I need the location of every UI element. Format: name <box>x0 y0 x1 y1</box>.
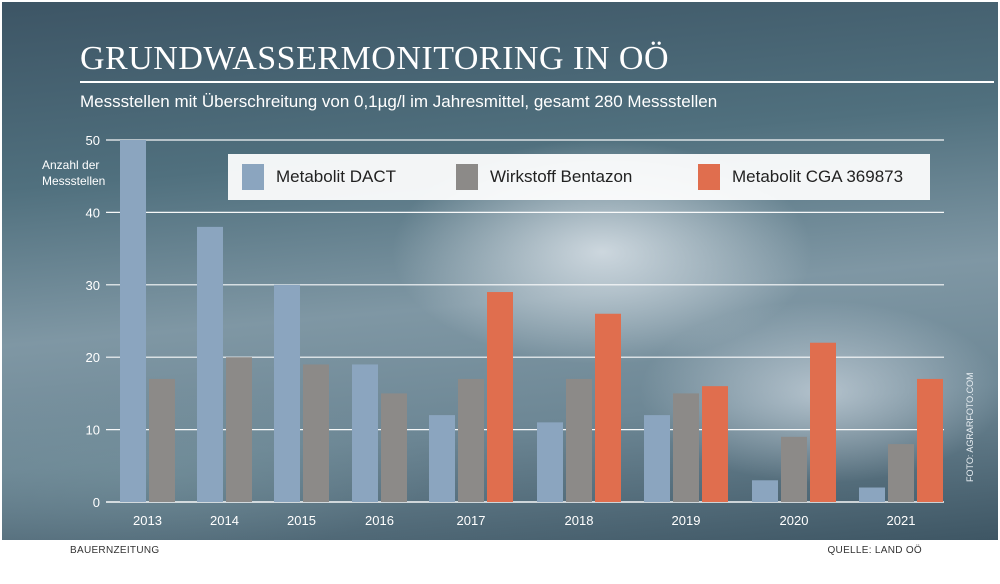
bar-metabolit-dact <box>120 140 146 502</box>
bar-metabolit-dact <box>274 284 300 502</box>
bar-metabolit-dact <box>644 415 670 502</box>
legend: Metabolit DACT Wirkstoff Bentazon Metabo… <box>228 154 930 200</box>
x-tick-label: 2013 <box>133 513 162 528</box>
bar-wirkstoff-bentazon <box>381 393 407 502</box>
bar-wirkstoff-bentazon <box>226 357 252 502</box>
legend-swatch-cga <box>698 164 720 190</box>
photo-credit: FOTO: AGRARFOTO.COM <box>965 372 975 482</box>
x-tick-label: 2014 <box>210 513 239 528</box>
bar-metabolit-dact <box>429 415 455 502</box>
chart-subtitle: Messstellen mit Überschreitung von 0,1µg… <box>80 92 718 111</box>
legend-item-cga: Metabolit CGA 369873 <box>698 164 903 190</box>
legend-label-dact: Metabolit DACT <box>276 167 396 186</box>
bar-metabolit-dact <box>352 364 378 502</box>
bar-wirkstoff-bentazon <box>149 378 175 502</box>
bar-metabolit-cga-369873 <box>702 386 728 502</box>
bar-wirkstoff-bentazon <box>888 444 914 502</box>
bar-metabolit-cga-369873 <box>595 313 621 502</box>
footer-source: QUELLE: LAND OÖ <box>827 545 922 556</box>
y-tick-label: 40 <box>86 205 100 220</box>
legend-label-bentazon: Wirkstoff Bentazon <box>490 167 633 186</box>
y-tick-label: 0 <box>93 495 100 510</box>
bar-chart: 0 10 20 30 40 50 2013 2014 2015 2016 2017 2018 2019 2… <box>86 133 944 528</box>
y-tick-label: 20 <box>86 350 100 365</box>
chart-title: GRUNDWASSERMONITORING IN OÖ <box>80 40 669 77</box>
bar-wirkstoff-bentazon <box>458 378 484 502</box>
y-tick-label: 10 <box>86 423 100 438</box>
x-tick-label: 2021 <box>887 513 916 528</box>
x-tick-label: 2017 <box>457 513 486 528</box>
chart-frame: 0 10 20 30 40 50 2013 2014 2015 2016 2017 2018 2019 2… <box>2 2 998 540</box>
y-tick-label: 50 <box>86 133 100 148</box>
bar-wirkstoff-bentazon <box>566 378 592 502</box>
legend-swatch-bentazon <box>456 164 478 190</box>
legend-swatch-dact <box>242 164 264 190</box>
x-tick-label: 2020 <box>780 513 809 528</box>
bar-metabolit-cga-369873 <box>917 378 943 502</box>
bar-wirkstoff-bentazon <box>673 393 699 502</box>
x-tick-label: 2018 <box>565 513 594 528</box>
y-tick-label: 30 <box>86 278 100 293</box>
x-tick-label: 2019 <box>672 513 701 528</box>
footer-publisher: BAUERNZEITUNG <box>70 545 160 556</box>
y-axis-label: Anzahl der Messstellen <box>42 158 106 188</box>
bar-metabolit-dact <box>197 226 223 502</box>
legend-item-bentazon: Wirkstoff Bentazon <box>456 164 632 190</box>
x-tick-label: 2015 <box>287 513 316 528</box>
x-tick-label: 2016 <box>365 513 394 528</box>
legend-item-dact: Metabolit DACT <box>242 164 396 190</box>
bar-metabolit-cga-369873 <box>810 342 836 502</box>
legend-label-cga: Metabolit CGA 369873 <box>732 167 904 186</box>
bar-metabolit-dact <box>859 487 885 502</box>
bar-wirkstoff-bentazon <box>303 364 329 502</box>
bar-wirkstoff-bentazon <box>781 436 807 502</box>
title-divider <box>80 81 994 83</box>
bar-metabolit-dact <box>752 480 778 502</box>
bar-metabolit-cga-369873 <box>487 292 513 502</box>
bar-metabolit-dact <box>537 422 563 502</box>
